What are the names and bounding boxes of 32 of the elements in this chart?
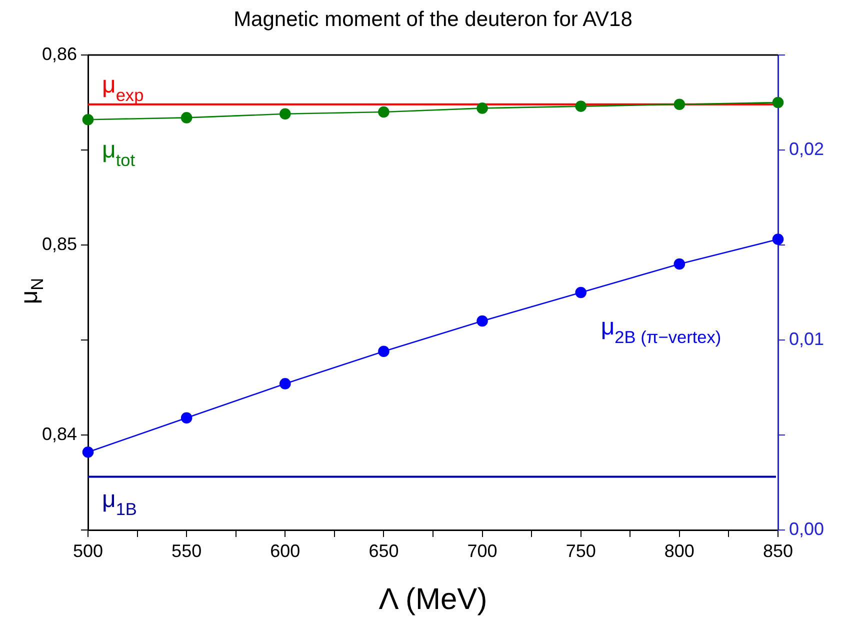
point <box>476 102 488 114</box>
chart-title: Magnetic moment of the deuteron for AV18 <box>232 8 634 32</box>
point <box>279 108 291 120</box>
point <box>82 446 94 458</box>
y-tick-label: 0,86 <box>42 44 77 64</box>
x-tick-label: 750 <box>566 540 596 561</box>
point <box>772 234 784 245</box>
x-axis-title: Λ (MeV) <box>378 582 488 618</box>
x-tick-label: 650 <box>368 540 399 561</box>
point <box>180 112 192 124</box>
y2-tick-label: 0,00 <box>789 518 824 539</box>
y2-tick-label: 0,01 <box>789 328 824 349</box>
point <box>575 100 587 112</box>
x-tick-label: 700 <box>467 540 498 561</box>
point <box>575 286 587 298</box>
point <box>476 315 488 327</box>
y-tick-label: 0,85 <box>42 234 77 254</box>
point <box>82 114 94 126</box>
point <box>378 346 390 358</box>
x-tick-label: 800 <box>664 540 694 561</box>
point <box>180 412 192 424</box>
x-tick-label: 600 <box>270 540 300 561</box>
y-tick-label: 0,84 <box>42 424 77 444</box>
point <box>279 378 291 390</box>
point <box>378 106 390 118</box>
point <box>772 96 784 108</box>
x-tick-label: 500 <box>72 540 104 561</box>
x-tick-label: 550 <box>172 540 202 561</box>
point <box>674 98 686 110</box>
x-tick-label: 850 <box>762 540 794 561</box>
y2-tick-label: 0,02 <box>789 138 824 159</box>
point <box>674 258 686 270</box>
